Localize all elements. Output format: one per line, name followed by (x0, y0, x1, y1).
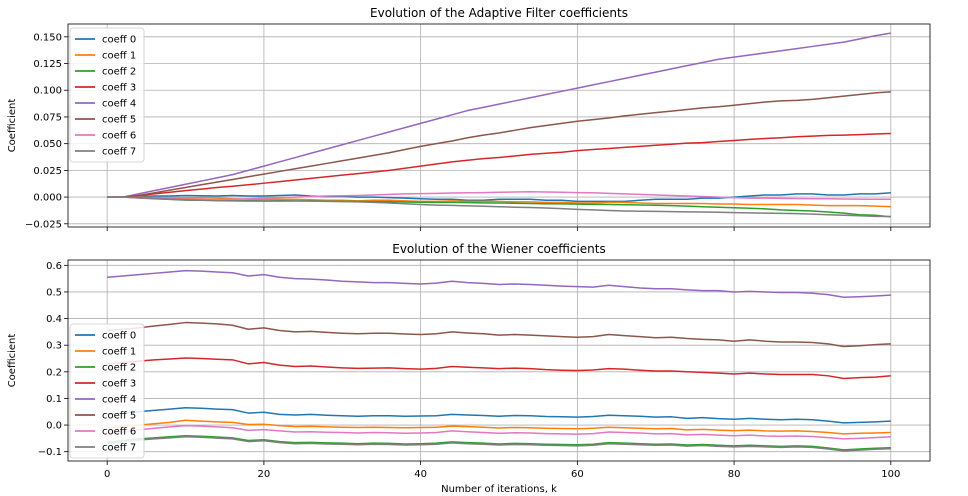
legend-label: coeff 4 (102, 395, 136, 406)
legend-label: coeff 0 (102, 35, 136, 46)
series-line-coeff-4 (107, 269, 891, 299)
series-line-coeff-6 (107, 190, 891, 201)
y-tick-label: −0.025 (25, 219, 62, 230)
y-tick-label: 0.6 (46, 261, 62, 272)
series-line-coeff-3 (107, 132, 891, 198)
series-line-coeff-7 (107, 436, 891, 452)
legend-label: coeff 5 (102, 115, 136, 126)
series-line-coeff-0 (107, 192, 891, 203)
y-tick-label: 0.2 (46, 367, 62, 378)
series-line-coeff-4 (107, 32, 891, 198)
x-tick-label: 40 (414, 469, 427, 480)
legend-label: coeff 6 (102, 131, 136, 142)
legend-label: coeff 3 (102, 83, 136, 94)
y-tick-label: 0.3 (46, 341, 62, 352)
x-tick-label: 20 (258, 469, 271, 480)
x-axis-label: Number of iterations, k (441, 484, 557, 495)
series-line-coeff-2 (107, 434, 891, 451)
y-tick-label: 0.4 (46, 314, 62, 325)
y-axis-label: Coefficient (7, 334, 18, 388)
series-line-coeff-5 (107, 91, 891, 198)
legend-label: coeff 1 (102, 51, 136, 62)
legend-label: coeff 2 (102, 363, 136, 374)
legend-label: coeff 6 (102, 427, 136, 438)
series-line-coeff-5 (107, 321, 891, 348)
legend: coeff 0 coeff 1 coeff 2 coeff 3 coeff 4 coeff… (69, 27, 145, 163)
series-line-coeff-7 (107, 196, 891, 218)
y-axis-label: Coefficient (7, 99, 18, 153)
axes-frame (67, 23, 931, 228)
series-line-coeff-1 (107, 419, 891, 435)
legend: coeff 0 coeff 1 coeff 2 coeff 3 coeff 4 coeff… (69, 323, 145, 459)
y-tick-label: 0.0 (46, 421, 62, 432)
legend-label: coeff 7 (102, 443, 136, 454)
series-line-coeff-0 (107, 407, 891, 424)
axes-frame (67, 259, 931, 462)
y-tick-label: 0.000 (33, 193, 62, 204)
y-tick-label: 0.5 (46, 287, 62, 298)
y-tick-label: 0.100 (33, 86, 62, 97)
y-tick-label: 0.075 (33, 112, 62, 123)
legend-label: coeff 4 (102, 99, 136, 110)
wiener-panel: 0 20 40 60 80 100 −0.1 0.0 0.1 0.2 0.3 0.4 0.5 0.6 Evo… (7, 242, 931, 495)
legend-label: coeff 2 (102, 67, 136, 78)
legend-label: coeff 0 (102, 331, 136, 342)
legend-label: coeff 1 (102, 347, 136, 358)
series-line-coeff-3 (107, 357, 891, 380)
chart-title: Evolution of the Adaptive Filter coeffic… (370, 6, 628, 20)
series-line-coeff-6 (107, 424, 891, 440)
chart-title: Evolution of the Wiener coefficients (392, 242, 606, 256)
y-tick-label: 0.050 (33, 139, 62, 150)
y-tick-label: −0.1 (38, 447, 62, 458)
x-tick-label: 60 (571, 469, 584, 480)
x-tick-label: 80 (728, 469, 741, 480)
legend-box (69, 323, 145, 459)
y-tick-label: 0.025 (33, 166, 62, 177)
adaptive-filter-panel: −0.025 0.000 0.025 0.050 0.075 0.100 0.125 0.15… (7, 6, 931, 231)
y-tick-label: 0.125 (33, 59, 62, 70)
y-tick-label: 0.150 (33, 32, 62, 43)
x-tick-label: 0 (104, 469, 110, 480)
x-tick-label: 100 (881, 469, 900, 480)
legend-label: coeff 3 (102, 379, 136, 390)
legend-box (69, 27, 145, 163)
legend-label: coeff 5 (102, 411, 136, 422)
legend-label: coeff 7 (102, 147, 136, 158)
y-tick-label: 0.1 (46, 394, 62, 405)
